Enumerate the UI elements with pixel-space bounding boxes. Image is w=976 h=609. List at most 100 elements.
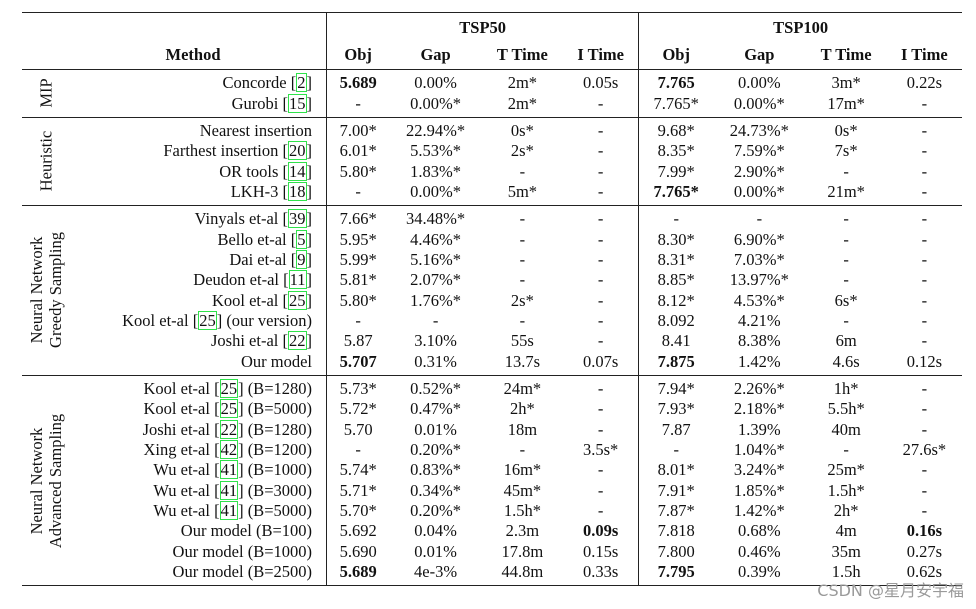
table-row: Farthest insertion [20] 6.01* 5.53%* 2s* -8.… (22, 141, 962, 162)
value-cell: - (562, 205, 640, 230)
table-row: Wu et-al [41] (B=3000) 5.71* 0.34%* 45m* -7.… (22, 480, 962, 501)
value-cell: - (519, 310, 526, 330)
method-name: Kool et-al (122, 310, 189, 330)
value-cell: - (921, 331, 928, 351)
value-cell: 1.76%* (410, 290, 462, 310)
value-cell: 4m (835, 521, 857, 541)
citation-link[interactable]: 18 (288, 181, 307, 201)
citation-link[interactable]: 20 (288, 141, 307, 161)
value-cell: 6s* (834, 290, 858, 310)
value-cell: 5.81* (339, 270, 377, 290)
value-cell: 7.99* (657, 161, 695, 181)
value-cell: 25m* (827, 460, 865, 480)
method-name: Xing et-al (143, 440, 210, 460)
method-name: Wu et-al (153, 501, 210, 521)
citation-link[interactable]: 5 (296, 229, 307, 249)
citation-link[interactable]: 11 (288, 270, 307, 290)
value-cell: - (562, 460, 640, 481)
citation-link[interactable]: 9 (296, 249, 307, 269)
method-cell: Wu et-al [41] (B=3000) (70, 480, 327, 501)
method-cell: LKH-3 [18] (70, 181, 327, 206)
value-cell: 8.30* (657, 229, 695, 249)
value-cell: 1.85%* (733, 480, 785, 500)
value-cell: - (921, 480, 928, 500)
citation-link[interactable]: 41 (219, 460, 239, 480)
value-cell: 2s* (510, 141, 534, 161)
citation-link[interactable]: 41 (219, 480, 239, 500)
citation-link[interactable]: 25 (198, 310, 217, 330)
value-cell: - (843, 249, 849, 269)
citation-link[interactable]: 25 (219, 399, 239, 419)
table-row: Deudon et-al [11] 5.81* 2.07%* - -8.85* 13.97… (22, 270, 962, 291)
value-cell: 0.20%* (410, 440, 462, 460)
value-cell: - (921, 290, 928, 310)
citation-link[interactable]: 15 (288, 93, 307, 113)
results-table: TSP50 TSP100 Method Obj Gap T Time I Tim… (22, 12, 962, 586)
value-cell: - (843, 310, 849, 330)
value-cell: - (355, 181, 361, 201)
method-cell: Wu et-al [41] (B=5000) (70, 500, 327, 522)
value-cell: 2.90%* (733, 161, 785, 181)
citation-link[interactable]: 39 (288, 209, 307, 229)
value-cell: 0.00%* (733, 93, 785, 113)
method-name: Our model (B=1000) (172, 541, 312, 561)
citation-link[interactable]: 14 (288, 161, 307, 181)
value-cell: 0.22s (906, 73, 942, 93)
value-cell: 6.01* (339, 141, 377, 161)
value-cell: - (562, 270, 640, 291)
value-cell: - (519, 229, 526, 249)
value-cell: 6m (835, 331, 857, 351)
value-cell: 0.27s (906, 541, 942, 561)
value-cell: 8.12* (657, 290, 695, 310)
value-cell: 7.87 (661, 419, 691, 439)
method-cell: Our model (B=1000) (70, 541, 327, 562)
value-cell: - (843, 161, 849, 181)
value-cell: 6.90%* (733, 229, 785, 249)
method-cell: Kool et-al [25] (B=5000) (70, 399, 327, 420)
value-cell: 2h* (510, 399, 535, 419)
value-cell: - (562, 93, 640, 118)
value-cell: 2.26%* (713, 374, 806, 400)
group-label-line: Neural Network (27, 237, 46, 344)
col-header: Obj (662, 45, 690, 64)
citation-link[interactable]: 25 (219, 378, 239, 398)
table-row: Kool et-al [25] (B=5000) 5.72* 0.47%* 2h* -7… (22, 399, 962, 420)
value-cell: 7.66* (326, 205, 390, 230)
value-cell: - (886, 205, 962, 230)
value-cell: - (562, 181, 640, 206)
citation-link[interactable]: 42 (219, 440, 239, 460)
method-cell: Our model (B=2500) (70, 561, 327, 586)
value-cell: - (355, 310, 361, 330)
citation-link[interactable]: 22 (288, 331, 307, 351)
method-suffix: (our version) (226, 310, 312, 330)
value-cell: 5.692 (339, 521, 377, 541)
value-cell: 4e-3% (414, 562, 458, 582)
group-label: MIP (22, 70, 70, 118)
citation-link[interactable]: 25 (288, 290, 307, 310)
method-cell: OR tools [14] (70, 161, 327, 182)
method-suffix: (B=5000) (247, 399, 312, 419)
value-cell: 0.00%* (410, 181, 462, 201)
table-body: MIP Concorde [2] 5.689 0.00% 2m* 0.05s 7.765 0.… (22, 69, 962, 586)
value-cell: 1.42% (738, 351, 781, 371)
value-cell: 5.690 (339, 541, 377, 561)
method-cell: Kool et-al [25] (70, 290, 327, 311)
value-cell: 5.73* (326, 374, 390, 400)
value-cell: 8.01* (657, 460, 695, 480)
citation-link[interactable]: 22 (219, 419, 239, 439)
value-cell: 40m (831, 419, 861, 439)
value-cell: 7.91* (657, 480, 695, 500)
header-row-top: TSP50 TSP100 (22, 12, 962, 41)
value-cell: 3.24%* (733, 460, 785, 480)
col-header: I Time (901, 45, 948, 64)
citation-link[interactable]: 2 (296, 73, 307, 93)
method-suffix: (B=1000) (247, 460, 312, 480)
tsp50-header: TSP50 (326, 12, 640, 41)
value-cell: 34.48%* (389, 205, 482, 230)
value-cell: 2.3m (505, 521, 540, 541)
method-name: Dai et-al (229, 249, 287, 269)
value-cell: 5.95* (339, 229, 377, 249)
value-cell: 22.94%* (389, 116, 482, 142)
value-cell: 5.70 (343, 419, 373, 439)
citation-link[interactable]: 41 (219, 501, 239, 521)
